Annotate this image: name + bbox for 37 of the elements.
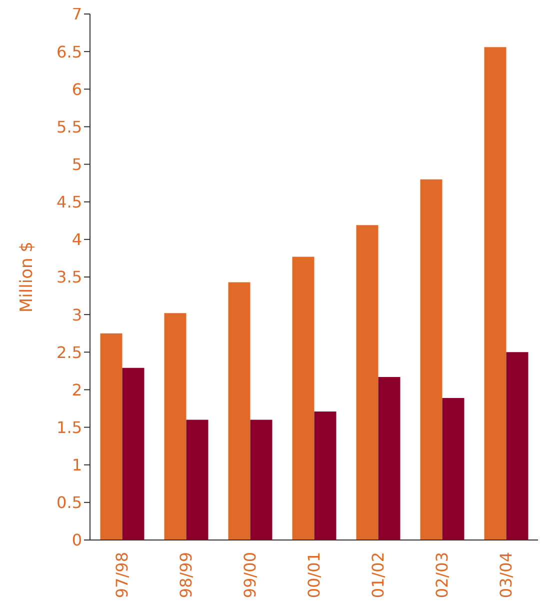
bar <box>186 420 208 540</box>
bar <box>484 47 506 540</box>
x-tick-label: 00/01 <box>304 552 324 598</box>
bar <box>378 376 400 540</box>
y-axis-title: Million $ <box>17 242 38 312</box>
y-tick-label: 2 <box>72 380 82 400</box>
bar <box>420 179 442 540</box>
y-tick-label: 4.5 <box>56 192 82 212</box>
y-tick-label: 6.5 <box>56 42 82 62</box>
bar <box>506 352 528 540</box>
x-tick-label: 01/02 <box>368 552 388 598</box>
y-tick-label: 2.5 <box>56 342 82 362</box>
y-tick-label: 3.5 <box>56 268 82 287</box>
y-tick-label: 4 <box>72 230 82 250</box>
y-tick-label: 6 <box>72 80 82 99</box>
bar <box>122 368 144 540</box>
bar <box>314 412 336 540</box>
x-tick-label: 03/04 <box>496 552 516 598</box>
bar <box>442 398 464 540</box>
y-tick-label: 1.5 <box>56 418 82 437</box>
y-tick-label: 5 <box>72 154 82 174</box>
y-tick-label: 5.5 <box>56 117 82 136</box>
bar <box>292 256 314 540</box>
bar <box>164 313 186 540</box>
y-tick-label: 0 <box>72 530 82 550</box>
x-tick-label: 98/99 <box>176 552 196 598</box>
y-tick-label: 0.5 <box>56 493 82 512</box>
x-tick-label: 97/98 <box>112 552 132 598</box>
x-tick-label: 99/00 <box>240 552 260 598</box>
y-tick-label: 7 <box>72 4 82 24</box>
y-tick-label: 3 <box>72 305 82 324</box>
y-tick-label: 1 <box>72 456 82 475</box>
bar <box>356 225 378 540</box>
bar <box>250 420 272 540</box>
bar <box>228 282 250 540</box>
x-tick-label: 02/03 <box>432 552 452 598</box>
bar <box>100 333 122 540</box>
